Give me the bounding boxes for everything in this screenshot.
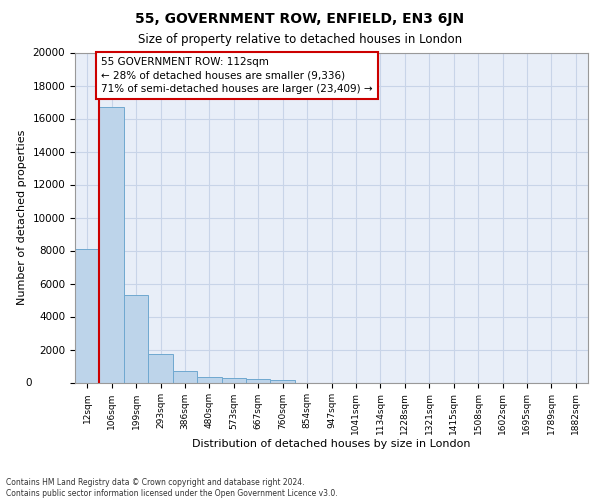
Text: Size of property relative to detached houses in London: Size of property relative to detached ho…: [138, 32, 462, 46]
Bar: [221, 378, 246, 382]
Bar: [197, 376, 221, 382]
Bar: [75, 249, 100, 382]
Text: 55, GOVERNMENT ROW, ENFIELD, EN3 6JN: 55, GOVERNMENT ROW, ENFIELD, EN3 6JN: [136, 12, 464, 26]
X-axis label: Distribution of detached houses by size in London: Distribution of detached houses by size …: [192, 438, 471, 448]
Bar: [124, 295, 148, 382]
Bar: [173, 371, 197, 382]
Text: Contains HM Land Registry data © Crown copyright and database right 2024.
Contai: Contains HM Land Registry data © Crown c…: [6, 478, 338, 498]
Bar: [148, 354, 173, 382]
Text: 0: 0: [25, 378, 31, 388]
Text: 55 GOVERNMENT ROW: 112sqm
← 28% of detached houses are smaller (9,336)
71% of se: 55 GOVERNMENT ROW: 112sqm ← 28% of detac…: [101, 58, 373, 94]
Bar: [246, 379, 271, 382]
Bar: [100, 107, 124, 382]
Bar: [271, 380, 295, 382]
Y-axis label: Number of detached properties: Number of detached properties: [17, 130, 27, 305]
